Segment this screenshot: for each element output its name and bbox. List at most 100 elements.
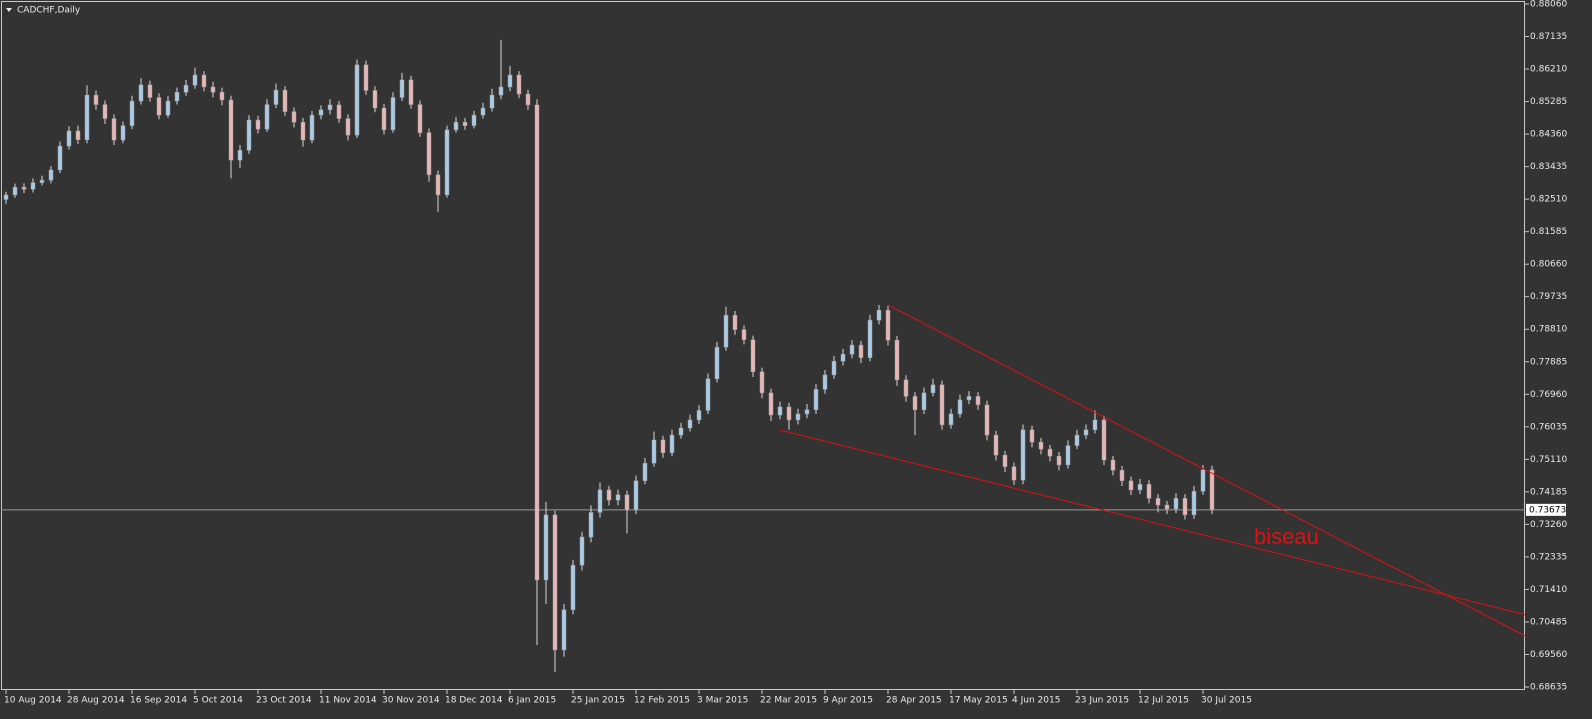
candle-body xyxy=(993,434,999,456)
annotation: biseau xyxy=(1254,524,1319,549)
candle-body xyxy=(1200,469,1206,492)
x-tick-label: 28 Apr 2015 xyxy=(886,696,942,706)
candle-body xyxy=(1092,419,1098,431)
x-tick-label: 22 Mar 2015 xyxy=(760,696,817,706)
candle-body xyxy=(453,121,459,131)
x-tick-label: 25 Jan 2015 xyxy=(571,696,625,706)
candle-body xyxy=(408,79,414,105)
candle-body xyxy=(903,379,909,397)
y-tick-label: 0.82510 xyxy=(1530,195,1567,205)
candle-body xyxy=(795,413,801,421)
x-tick-label: 3 Mar 2015 xyxy=(697,696,748,706)
candle-body xyxy=(192,74,198,86)
candle-body xyxy=(39,179,45,183)
candle-body xyxy=(714,346,720,380)
candle-body xyxy=(30,182,36,190)
candle-body xyxy=(417,104,423,133)
candle-body xyxy=(1047,448,1053,457)
candle-body xyxy=(1020,429,1026,481)
x-tick-label: 10 Aug 2014 xyxy=(4,696,62,706)
candle-body xyxy=(804,409,810,415)
y-tick-label: 0.86210 xyxy=(1530,65,1567,75)
candle-body xyxy=(570,564,576,611)
y-tick-label: 0.84360 xyxy=(1530,130,1567,140)
candle-body xyxy=(876,310,882,321)
x-tick-label: 30 Nov 2014 xyxy=(382,696,440,706)
candle-body xyxy=(1119,469,1125,482)
candle-body xyxy=(111,118,117,141)
candle-body xyxy=(867,319,873,358)
candle-body xyxy=(849,344,855,355)
candle-body xyxy=(633,480,639,511)
candle-body xyxy=(1029,429,1035,443)
x-tick-label: 18 Dec 2014 xyxy=(445,696,503,706)
candle-body xyxy=(1038,441,1044,450)
candle-body xyxy=(183,84,189,93)
candle-body xyxy=(624,494,630,511)
candle-body xyxy=(642,462,648,482)
candle-body xyxy=(1209,469,1215,511)
candle-body xyxy=(507,74,513,88)
candle-body xyxy=(984,404,990,436)
y-tick-label: 0.88060 xyxy=(1530,0,1567,10)
plot-area xyxy=(1,39,1525,673)
candle-body xyxy=(696,410,702,421)
candle-body xyxy=(147,84,153,98)
candle-body xyxy=(75,130,81,140)
y-tick-label: 0.73260 xyxy=(1530,520,1567,530)
candle-body xyxy=(921,392,927,411)
candle-body xyxy=(534,104,540,581)
candle-body xyxy=(750,339,756,373)
candle-body xyxy=(462,121,468,126)
candle-body xyxy=(138,84,144,102)
candle-body xyxy=(1083,429,1089,436)
candle-body xyxy=(912,396,918,411)
candle-body xyxy=(21,186,27,190)
y-tick-label: 0.72335 xyxy=(1530,552,1567,562)
candle-body xyxy=(12,186,18,196)
candle-body xyxy=(651,439,657,464)
candle-body xyxy=(543,514,549,581)
candle-body xyxy=(687,419,693,429)
candle-body xyxy=(579,536,585,566)
y-tick-label: 0.75110 xyxy=(1530,455,1567,465)
candle-body xyxy=(588,512,594,538)
candle-body xyxy=(822,374,828,390)
trendline xyxy=(887,304,1525,637)
candle-body xyxy=(975,396,981,406)
candle-body xyxy=(264,104,270,130)
candle-body xyxy=(1074,434,1080,446)
candle-body xyxy=(1146,484,1152,499)
y-tick-label: 0.74185 xyxy=(1530,487,1567,497)
last-price-box xyxy=(1526,503,1566,516)
x-tick-label: 9 Apr 2015 xyxy=(823,696,873,706)
candle-body xyxy=(282,89,288,112)
x-tick-label: 4 Jun 2015 xyxy=(1012,696,1060,706)
y-tick-label: 0.85285 xyxy=(1530,97,1567,107)
candle-body xyxy=(309,114,315,141)
candle-body xyxy=(372,90,378,109)
candle-body xyxy=(156,97,162,116)
candle-body xyxy=(741,329,747,341)
candle-body xyxy=(48,169,54,181)
candle-body xyxy=(354,64,360,136)
trendline xyxy=(779,429,1525,616)
candle-body xyxy=(939,384,945,426)
candle-body xyxy=(1056,455,1062,466)
candle-body xyxy=(597,489,603,513)
candle-body xyxy=(732,314,738,330)
candle-body xyxy=(525,93,531,106)
candle-body xyxy=(93,94,99,105)
candle-body xyxy=(723,314,729,348)
candle-body xyxy=(948,413,954,426)
candle-body xyxy=(858,344,864,358)
candle-body xyxy=(273,89,279,105)
candle-body xyxy=(1110,459,1116,471)
candle-body xyxy=(831,360,837,376)
candle-body xyxy=(1101,419,1107,461)
candle-body xyxy=(957,399,963,415)
candle-body xyxy=(894,339,900,381)
candle-body xyxy=(1155,498,1161,506)
